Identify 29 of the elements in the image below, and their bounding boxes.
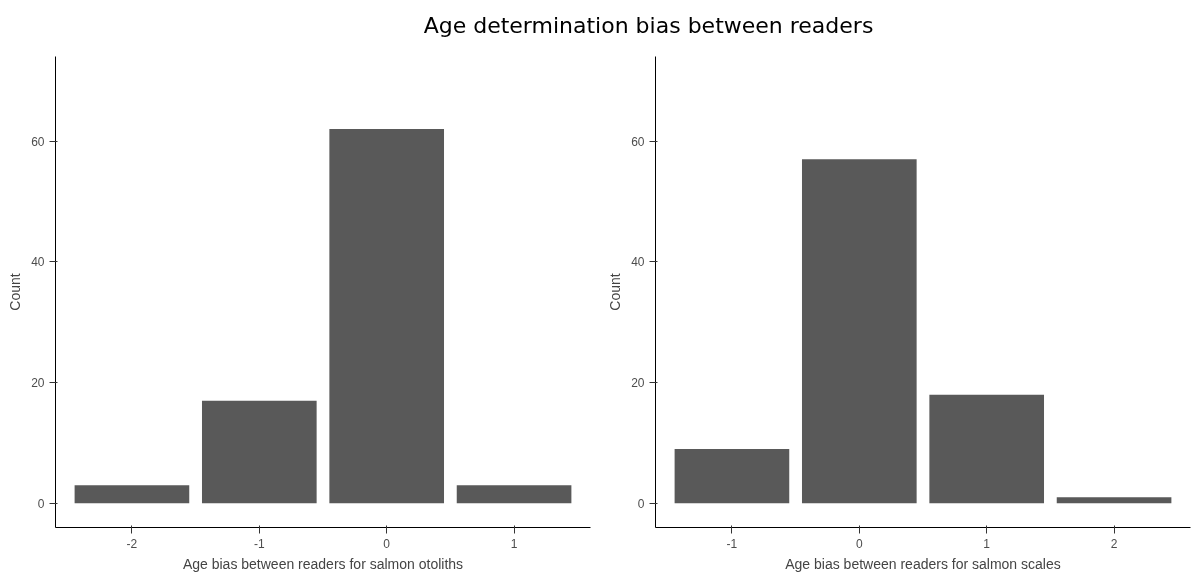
y-tick-label: 60 — [31, 134, 45, 149]
bar — [74, 485, 190, 504]
x-tick-label: -2 — [126, 536, 138, 551]
bar — [201, 400, 317, 504]
x-tick-label: -1 — [253, 536, 265, 551]
y-tick-label: 0 — [637, 496, 645, 511]
y-tick-label: 20 — [31, 376, 45, 391]
y-tick-label: 0 — [37, 496, 45, 511]
bar — [929, 394, 1045, 504]
x-axis-title: Age bias between readers for salmon scales — [785, 555, 1061, 572]
x-tick-label: 2 — [1110, 536, 1118, 551]
bar — [674, 449, 790, 504]
x-tick-label: 0 — [383, 536, 391, 551]
y-tick-label: 60 — [631, 134, 645, 149]
x-tick-label: 0 — [855, 536, 863, 551]
x-tick-label: 1 — [983, 536, 991, 551]
y-axis-title: Count — [7, 273, 24, 311]
x-axis-title: Age bias between readers for salmon otoliths — [182, 555, 464, 572]
bar — [801, 159, 917, 504]
bar — [456, 485, 572, 504]
y-tick-label: 20 — [631, 376, 645, 391]
text: Age determination bias between readers — [423, 13, 874, 39]
x-tick-label: -1 — [726, 536, 738, 551]
y-axis-title: Count — [607, 273, 624, 311]
y-tick-label: 40 — [631, 255, 645, 270]
y-tick-label: 40 — [31, 255, 45, 270]
bar — [1056, 497, 1172, 504]
bar — [329, 128, 445, 504]
x-tick-label: 1 — [510, 536, 518, 551]
